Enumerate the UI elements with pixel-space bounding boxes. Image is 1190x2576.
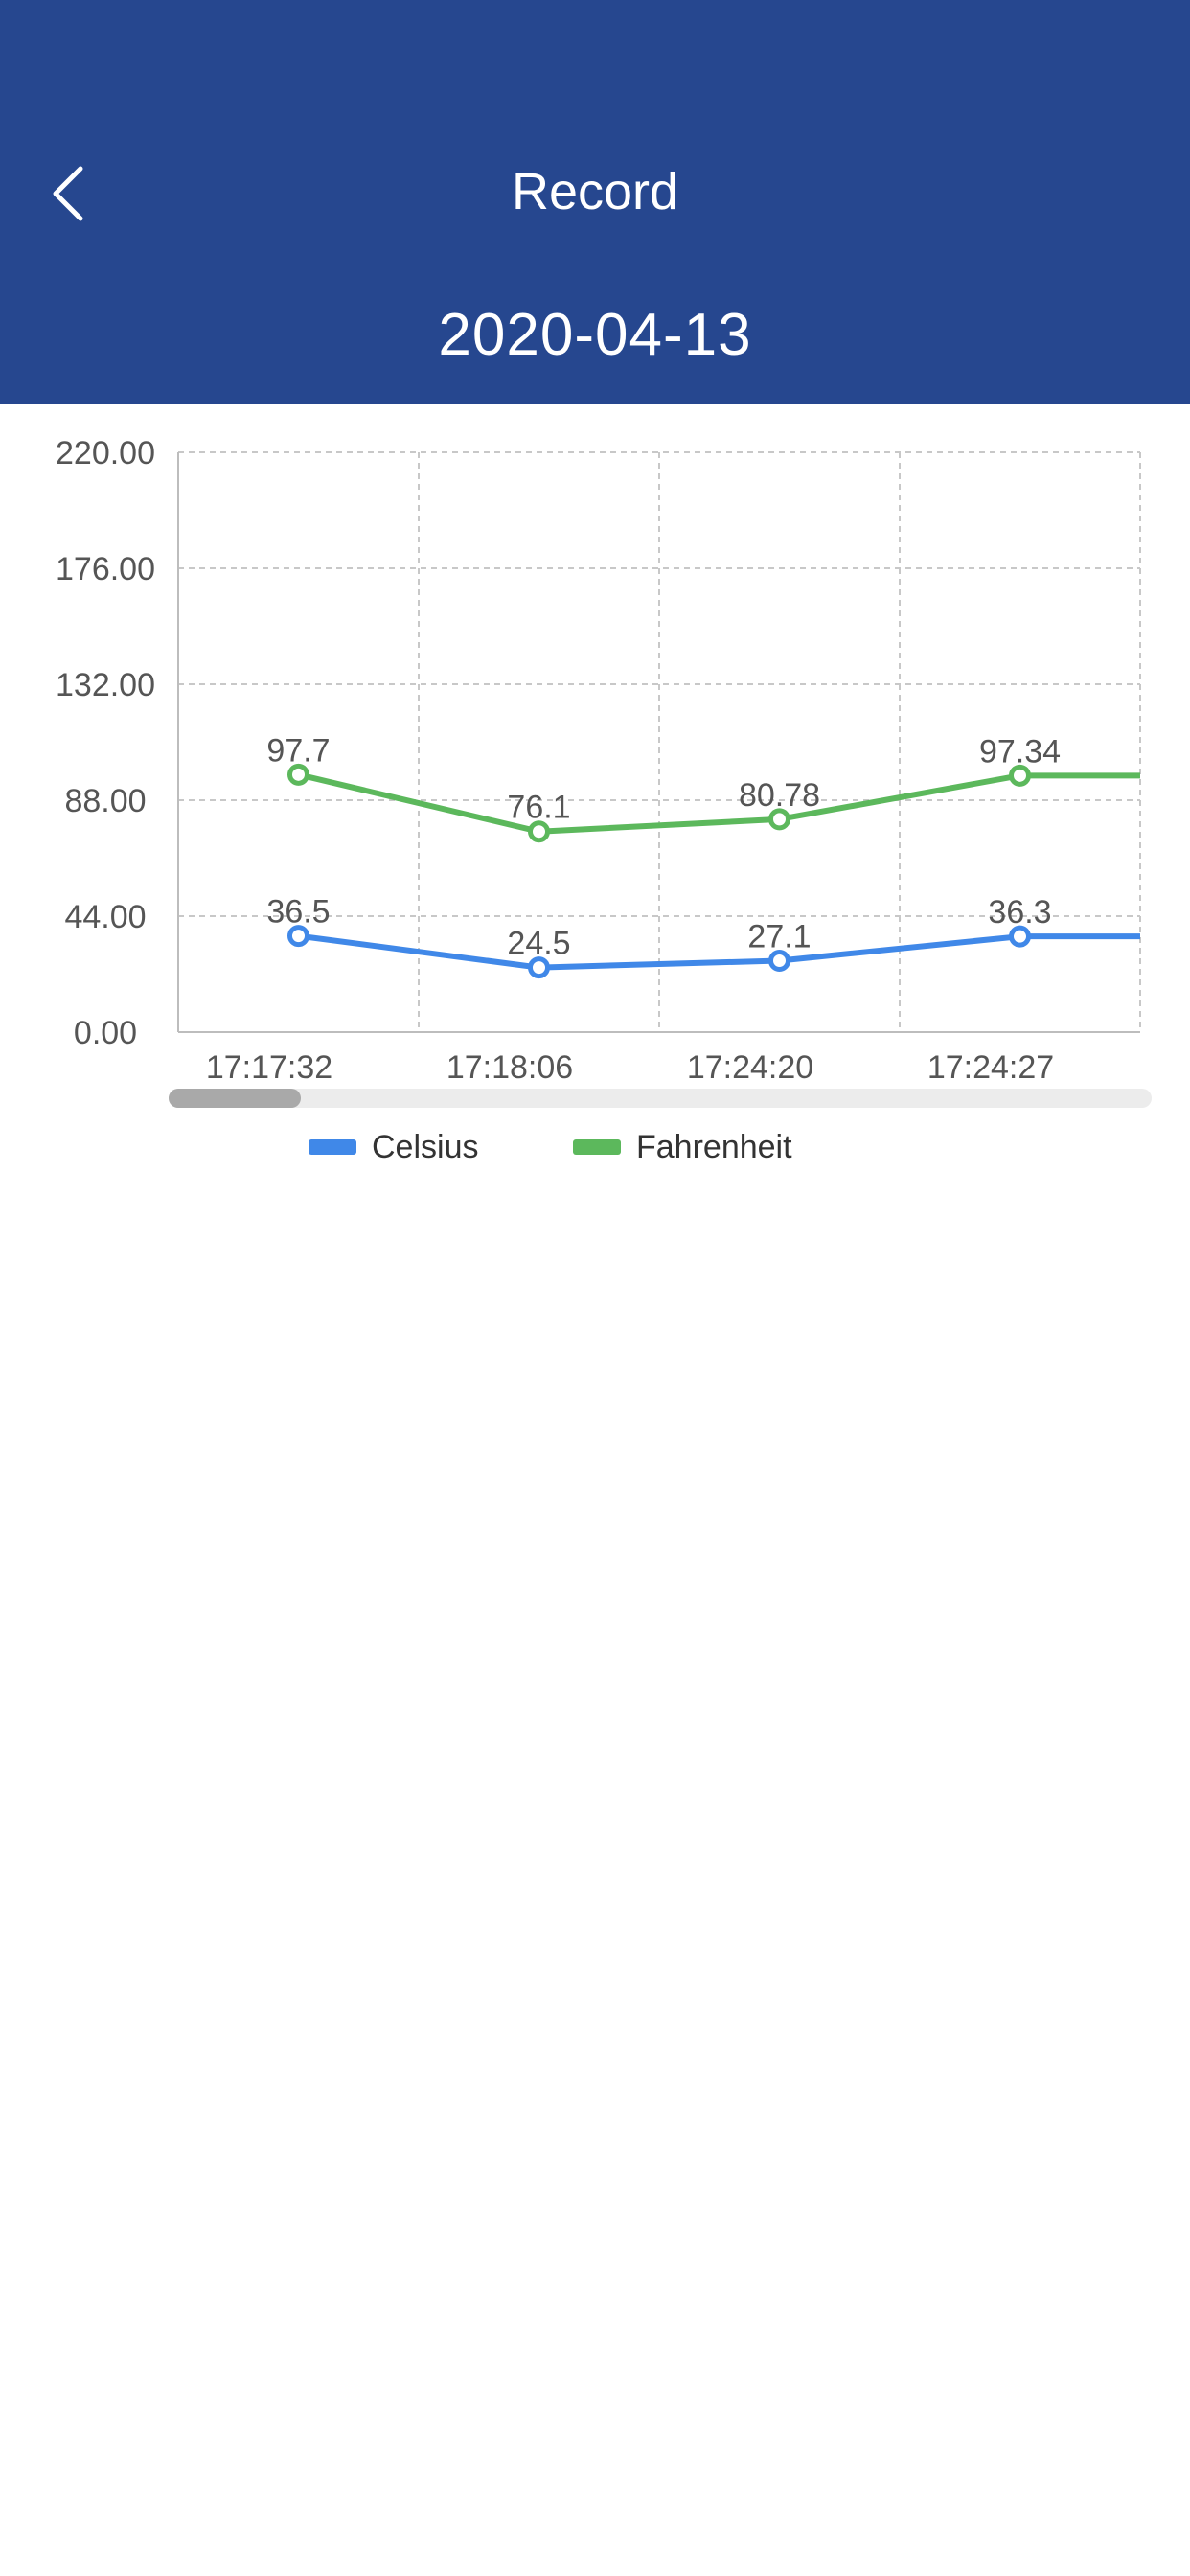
data-point-fahrenheit [768,808,790,831]
data-point-celsius [528,956,550,979]
data-label-celsius: 24.5 [507,926,570,962]
x-tick-label: 17:17:32 [206,1049,332,1086]
y-tick-label: 220.00 [56,435,155,472]
chart-legend: Celsius Fahrenheit [0,1123,1190,1171]
data-label-celsius: 36.3 [988,894,1051,931]
data-label-fahrenheit: 80.78 [739,777,820,814]
back-button[interactable] [29,144,105,249]
chart-scrollbar[interactable] [169,1089,1152,1108]
data-label-celsius: 36.5 [266,894,330,931]
data-point-fahrenheit [1009,764,1031,787]
y-tick-label: 0.00 [74,1015,137,1051]
y-tick-label: 88.00 [64,783,146,819]
data-point-celsius [768,949,790,972]
legend-item-celsius[interactable]: Celsius [309,1123,478,1171]
legend-swatch-fahrenheit [573,1139,621,1155]
x-tick-label: 17:24:20 [687,1049,813,1086]
data-point-fahrenheit [528,820,550,843]
y-tick-label: 44.00 [64,899,146,935]
data-label-fahrenheit: 97.34 [979,733,1061,770]
data-label-celsius: 27.1 [747,918,811,954]
chart-scroll-thumb[interactable] [169,1089,301,1108]
data-label-fahrenheit: 97.7 [266,732,330,769]
app-header: Record 2020-04-13 [0,0,1190,404]
y-tick-label: 132.00 [56,667,155,703]
y-tick-label: 176.00 [56,551,155,587]
data-point-fahrenheit [287,763,309,786]
chart-canvas: 0.00 44.00 88.00 132.00 176.00 220.00 17:17:32… [56,435,1141,1086]
date-label: 2020-04-13 [438,302,752,368]
x-tick-label: 17:24:27 [927,1049,1054,1086]
x-tick-label: 17:18:06 [446,1049,573,1086]
chevron-left-icon [53,166,83,221]
legend-item-fahrenheit[interactable]: Fahrenheit [573,1123,792,1171]
legend-label-celsius: Celsius [372,1128,479,1165]
data-point-celsius [1009,925,1031,948]
page-title: Record [511,163,679,220]
data-point-celsius [287,925,309,948]
legend-swatch-celsius [309,1139,356,1155]
temperature-chart: 0.00 44.00 88.00 132.00 176.00 220.00 17:17:32… [0,404,1190,1190]
data-label-fahrenheit: 76.1 [507,790,570,826]
legend-label-fahrenheit: Fahrenheit [636,1128,792,1165]
